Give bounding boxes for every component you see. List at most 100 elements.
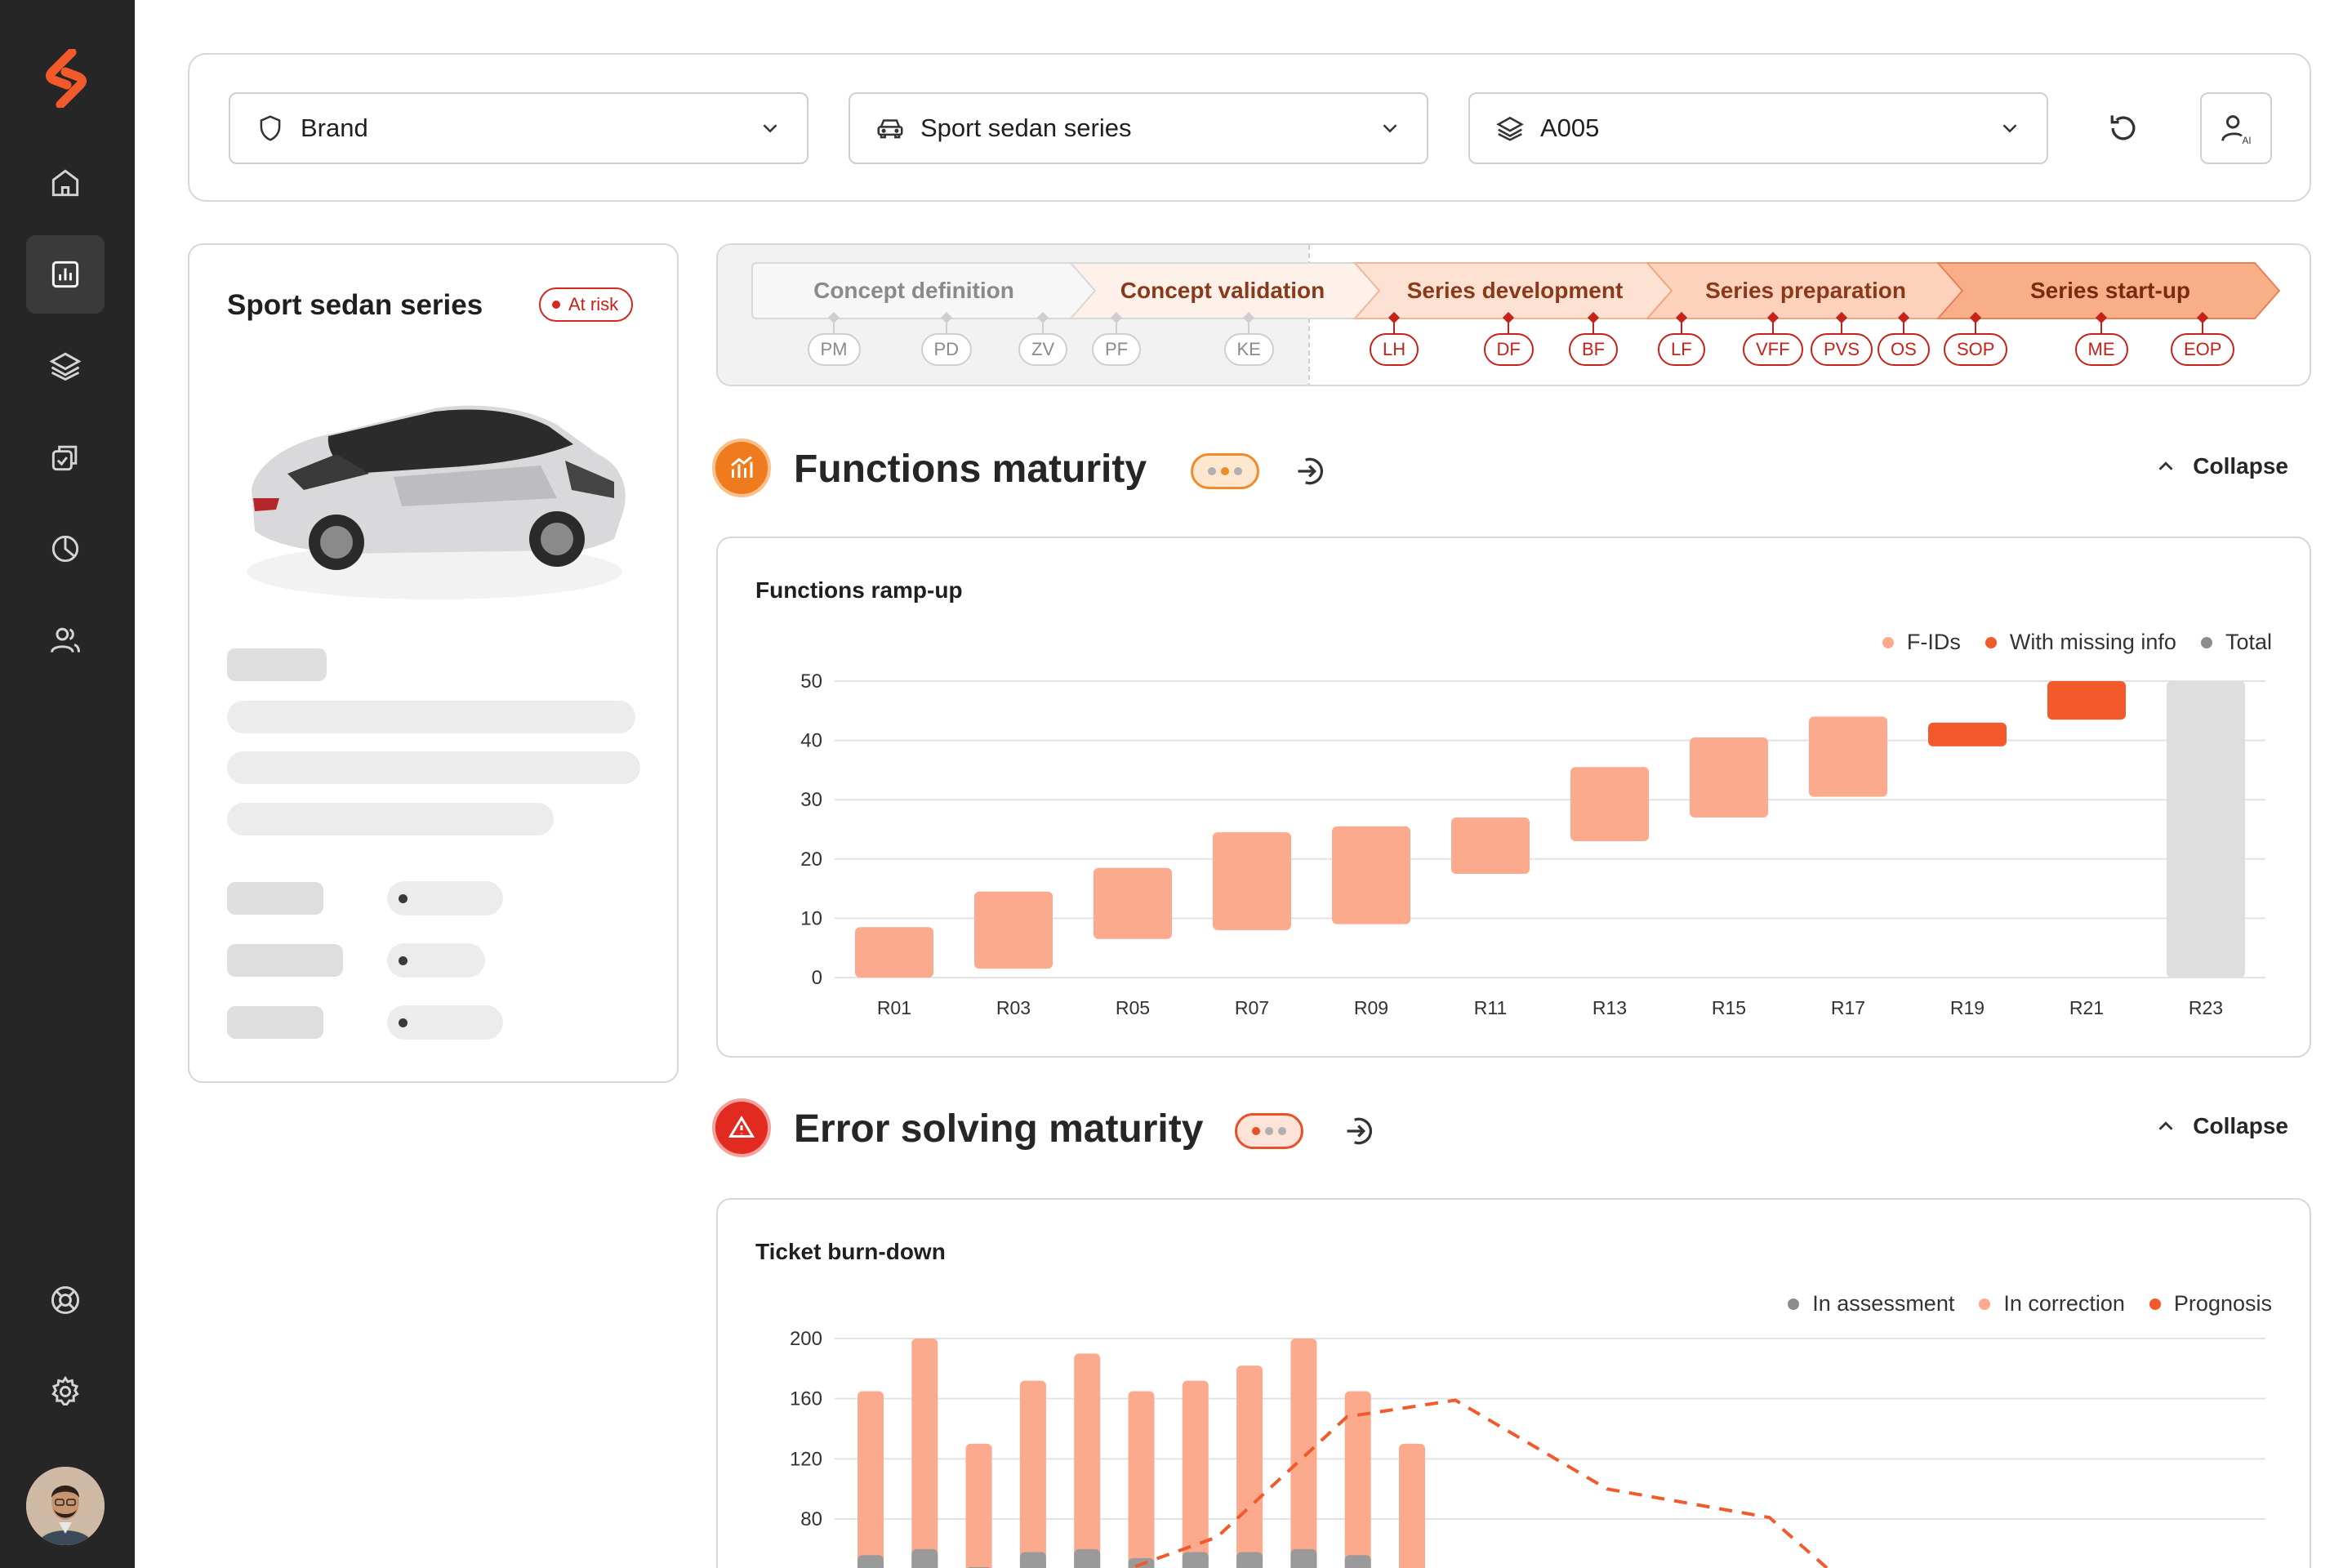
chevron-down-icon xyxy=(763,124,777,133)
brand-select[interactable]: Brand xyxy=(229,92,808,164)
y-tick-label: 160 xyxy=(790,1388,822,1410)
bar[interactable] xyxy=(1570,767,1649,842)
y-tick-label: 120 xyxy=(790,1448,822,1470)
nav-home[interactable] xyxy=(26,144,105,222)
bar-in-correction[interactable] xyxy=(1128,1391,1155,1568)
bar-chart-icon xyxy=(51,261,79,288)
phase-series-development[interactable]: Series development xyxy=(1406,278,1624,303)
status-dot xyxy=(552,301,560,309)
nav-users[interactable] xyxy=(26,601,105,679)
milestone-zv[interactable]: ZV xyxy=(1018,333,1068,366)
bar-in-correction[interactable] xyxy=(1399,1443,1425,1568)
legend-label: In correction xyxy=(2003,1291,2125,1316)
milestone-me[interactable]: ME xyxy=(2074,333,2128,366)
chart-title: Ticket burn-down xyxy=(755,1239,946,1264)
bar[interactable] xyxy=(1928,722,2007,746)
bar[interactable] xyxy=(1451,817,1530,874)
bar-in-correction[interactable] xyxy=(1074,1353,1101,1568)
pie-chart-icon xyxy=(51,535,79,563)
reset-button[interactable] xyxy=(2087,92,2159,164)
skeleton-line xyxy=(227,648,327,681)
nav-dashboard[interactable] xyxy=(26,235,105,314)
bar-in-assessment[interactable] xyxy=(1236,1552,1263,1568)
milestone-pd[interactable]: PD xyxy=(920,333,973,366)
bar-in-correction[interactable] xyxy=(1344,1391,1371,1568)
bar[interactable] xyxy=(974,891,1053,969)
bar[interactable] xyxy=(2167,681,2245,978)
bar[interactable] xyxy=(1690,737,1768,817)
variant-select[interactable]: A005 xyxy=(1468,92,2048,164)
bar-in-assessment[interactable] xyxy=(858,1555,884,1568)
bar-in-correction[interactable] xyxy=(1236,1365,1263,1568)
nav-analytics[interactable] xyxy=(26,510,105,588)
bar-in-correction[interactable] xyxy=(911,1339,938,1568)
series-select[interactable]: Sport sedan series xyxy=(849,92,1428,164)
bar[interactable] xyxy=(855,927,933,978)
legend-item[interactable]: In correction xyxy=(1979,1291,2125,1316)
enter-icon[interactable] xyxy=(1294,453,1330,489)
milestone-pm[interactable]: PM xyxy=(807,333,861,366)
bar-in-correction[interactable] xyxy=(1019,1380,1046,1568)
milestone-stem xyxy=(1903,317,1904,335)
nav-help[interactable] xyxy=(26,1261,105,1339)
nav-settings[interactable] xyxy=(26,1352,105,1431)
status-indicator[interactable] xyxy=(1235,1113,1303,1149)
milestone-sop[interactable]: SOP xyxy=(1944,333,2008,366)
bar[interactable] xyxy=(2047,681,2126,720)
y-tick-label: 20 xyxy=(800,849,822,871)
bar-in-correction[interactable] xyxy=(1182,1380,1209,1568)
bar-in-assessment[interactable] xyxy=(1182,1552,1209,1568)
milestone-lf[interactable]: LF xyxy=(1658,333,1705,366)
collapse-button[interactable]: Collapse xyxy=(2154,453,2288,479)
legend-item[interactable]: F-IDs xyxy=(1882,630,1961,655)
milestone-os[interactable]: OS xyxy=(1878,333,1930,366)
milestone-eop[interactable]: EOP xyxy=(2171,333,2235,366)
phase-concept-validation[interactable]: Concept validation xyxy=(1120,278,1325,303)
nav-layers[interactable] xyxy=(26,327,105,405)
layers-icon xyxy=(49,352,82,381)
status-indicator[interactable] xyxy=(1191,453,1259,489)
legend-item[interactable]: With missing info xyxy=(1984,630,2176,655)
bar-in-correction[interactable] xyxy=(858,1391,884,1568)
collapse-button[interactable]: Collapse xyxy=(2154,1113,2288,1139)
milestone-ke[interactable]: KE xyxy=(1223,333,1274,366)
bar-in-correction[interactable] xyxy=(965,1443,992,1568)
bar-in-assessment[interactable] xyxy=(1344,1555,1371,1568)
users-icon xyxy=(51,627,80,653)
milestone-stem xyxy=(833,317,835,335)
milestone-lh[interactable]: LH xyxy=(1370,333,1419,366)
legend-item[interactable]: In assessment xyxy=(1788,1291,1954,1316)
legend-item[interactable]: Prognosis xyxy=(2149,1291,2272,1316)
chevron-down-icon xyxy=(1383,124,1397,133)
phase-concept-definition[interactable]: Concept definition xyxy=(813,278,1014,303)
vehicle-image xyxy=(247,405,626,599)
milestone-bf[interactable]: BF xyxy=(1569,333,1619,366)
milestone-pf[interactable]: PF xyxy=(1092,333,1142,366)
skeleton-label xyxy=(227,1006,323,1039)
enter-icon[interactable] xyxy=(1343,1113,1379,1149)
phase-series-preparation[interactable]: Series preparation xyxy=(1705,278,1906,303)
bar[interactable] xyxy=(1809,716,1887,797)
bar[interactable] xyxy=(1332,826,1410,924)
milestone-stem xyxy=(946,317,947,335)
ai-assistant-button[interactable]: AI xyxy=(2200,92,2272,164)
nav-tasks[interactable] xyxy=(26,418,105,497)
user-avatar[interactable] xyxy=(26,1467,105,1545)
error-solving-maturity-icon xyxy=(712,1098,771,1157)
bar-in-assessment[interactable] xyxy=(1290,1548,1317,1568)
x-tick-label: R17 xyxy=(1831,997,1865,1018)
bar-in-correction[interactable] xyxy=(1290,1339,1317,1568)
bar[interactable] xyxy=(1213,832,1291,930)
bar-in-assessment[interactable] xyxy=(1074,1548,1101,1568)
milestone-vff[interactable]: VFF xyxy=(1743,333,1803,366)
bar[interactable] xyxy=(1094,867,1172,939)
legend-item[interactable]: Total xyxy=(2200,630,2272,655)
milestone-pvs[interactable]: PVS xyxy=(1811,333,1873,366)
milestone-df[interactable]: DF xyxy=(1483,333,1534,366)
x-tick-label: R09 xyxy=(1354,997,1388,1018)
bar-in-assessment[interactable] xyxy=(911,1548,938,1568)
x-tick-label: R05 xyxy=(1116,997,1150,1018)
brand-logo-icon[interactable] xyxy=(39,49,93,108)
bar-in-assessment[interactable] xyxy=(1019,1552,1046,1568)
phase-series-start-up[interactable]: Series start-up xyxy=(2029,278,2191,303)
